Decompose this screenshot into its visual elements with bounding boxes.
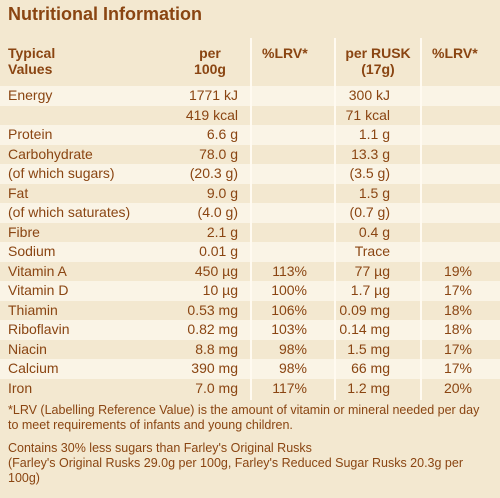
table-row: Thiamin 0.53 mg 106% 0.09 mg 18% [0, 301, 500, 321]
cell-per100g: 450 µg [194, 262, 238, 279]
table-row: Fibre 2.1 g 0.4 g [0, 223, 500, 243]
cell-per100g: (4.0 g) [197, 204, 238, 220]
cell-label: Protein [8, 126, 53, 142]
cell-lrv100g: 106% [271, 301, 307, 318]
cell-label: Fat [8, 184, 29, 201]
cell-lrvrusk: 17% [443, 282, 472, 298]
cell-per100g: (20.3 g) [189, 165, 238, 181]
cell-perrusk: 13.3 g [351, 145, 390, 162]
cell-label: Carbohydrate [8, 145, 93, 162]
cell-per100g: 7.0 mg [195, 379, 238, 396]
cell-perrusk: 1.5 g [358, 184, 390, 201]
cell-perrusk: 300 kJ [348, 87, 390, 103]
cell-per100g: 9.0 g [206, 184, 238, 201]
cell-label: Niacin [8, 340, 47, 357]
title: Nutritional Information [8, 4, 202, 24]
cell-per100g: 6.6 g [206, 126, 238, 142]
cell-perrusk: 1.1 g [358, 126, 390, 142]
cell-perrusk: (3.5 g) [349, 165, 390, 181]
cell-lrvrusk: 18% [443, 321, 472, 337]
column-divider [334, 38, 336, 400]
cell-perrusk: 1.2 mg [347, 379, 390, 396]
cell-per100g: 8.8 mg [195, 340, 238, 357]
table-row: Niacin 8.8 mg 98% 1.5 mg 17% [0, 340, 500, 360]
cell-perrusk: 0.4 g [358, 223, 390, 240]
cell-label: (of which sugars) [8, 165, 115, 181]
cell-lrvrusk: 18% [443, 301, 472, 318]
cell-lrv100g: 98% [278, 340, 307, 357]
cell-per100g: 10 µg [202, 282, 238, 298]
claim: Contains 30% less sugars than Farley's O… [8, 441, 312, 455]
cell-perrusk: 71 kcal [345, 106, 390, 123]
cell-label: (of which saturates) [8, 204, 131, 220]
header-per-rusk: per RUSK (17g) [345, 45, 411, 77]
cell-per100g: 419 kcal [185, 106, 238, 123]
cell-perrusk: (0.7 g) [349, 204, 390, 220]
cell-label: Sodium [8, 243, 56, 259]
header-label: Typical Values [8, 45, 56, 77]
cell-label: Energy [8, 87, 53, 103]
footnote: *LRV (Labelling Reference Value) is the … [8, 403, 480, 432]
table-row: Fat 9.0 g 1.5 g [0, 184, 500, 204]
cell-label: Riboflavin [8, 321, 70, 337]
cell-per100g: 2.1 g [206, 223, 238, 240]
cell-lrvrusk: 17% [443, 340, 472, 357]
cell-lrvrusk: 17% [443, 360, 472, 376]
cell-label: Iron [8, 379, 33, 396]
cell-per100g: 1771 kJ [188, 87, 238, 103]
cell-perrusk: Trace [354, 243, 390, 259]
header-per100g: per 100g [194, 45, 226, 77]
cell-per100g: 78.0 g [199, 145, 238, 162]
cell-lrv100g: 117% [272, 379, 307, 396]
column-divider [250, 38, 252, 400]
cell-lrv100g: 100% [271, 282, 307, 298]
claim-detail: (Farley's Original Rusks 29.0g per 100g,… [8, 456, 463, 485]
header-lrv: %LRV* [432, 45, 478, 61]
cell-perrusk: 1.7 µg [350, 282, 390, 298]
cell-perrusk: 0.09 mg [339, 301, 390, 318]
cell-lrv100g: 98% [278, 360, 307, 376]
table-row: Iron 7.0 mg 117% 1.2 mg 20% [0, 379, 500, 399]
cell-per100g: 0.82 mg [187, 321, 238, 337]
cell-per100g: 0.01 g [199, 243, 238, 259]
cell-per100g: 390 mg [191, 360, 238, 376]
cell-lrvrusk: 19% [443, 262, 472, 279]
cell-lrvrusk: 20% [443, 379, 472, 396]
column-divider [420, 38, 422, 400]
table-row: Carbohydrate 78.0 g 13.3 g [0, 145, 500, 165]
cell-perrusk: 66 mg [351, 360, 390, 376]
cell-perrusk: 1.5 mg [347, 340, 390, 357]
cell-per100g: 0.53 mg [187, 301, 238, 318]
header-lrv: %LRV* [262, 45, 308, 61]
cell-lrv100g: 103% [271, 321, 307, 337]
table-row: Vitamin A 450 µg 113% 77 µg 19% [0, 262, 500, 282]
cell-lrv100g: 113% [272, 262, 307, 279]
cell-label: Vitamin A [8, 262, 67, 279]
cell-label: Vitamin D [8, 282, 69, 298]
cell-perrusk: 77 µg [354, 262, 390, 279]
cell-label: Fibre [8, 223, 40, 240]
cell-label: Calcium [8, 360, 59, 376]
table-row: 419 kcal 71 kcal [0, 106, 500, 126]
cell-perrusk: 0.14 mg [339, 321, 390, 337]
cell-label: Thiamin [8, 301, 58, 318]
